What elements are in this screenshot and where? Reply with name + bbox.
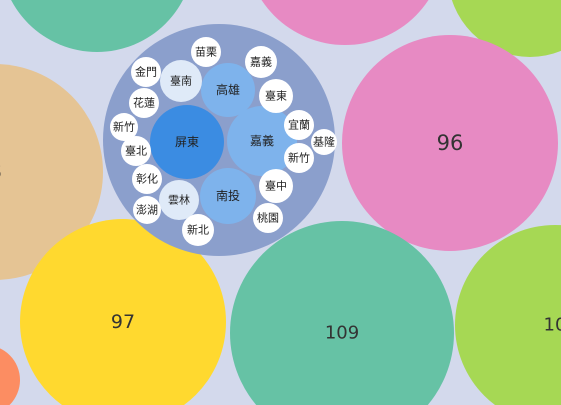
bubble-teal-bottom[interactable] xyxy=(230,221,454,405)
bubble-pink-top[interactable] xyxy=(245,0,445,45)
inner-bubble-label: 桃園 xyxy=(257,211,279,225)
inner-bubble[interactable] xyxy=(182,214,214,246)
inner-bubble-label: 新北 xyxy=(187,223,209,237)
bubble-label-pink-right: 96 xyxy=(437,131,464,155)
inner-bubble-label: 南投 xyxy=(216,188,240,203)
inner-bubble-label: 嘉義 xyxy=(250,133,274,148)
inner-bubble-label: 新竹 xyxy=(288,151,310,165)
inner-bubble-label: 臺東 xyxy=(265,89,287,103)
bubble-label-yellow-bottom: 97 xyxy=(111,311,135,333)
inner-bubble[interactable] xyxy=(132,164,162,194)
inner-bubble[interactable] xyxy=(259,169,293,203)
inner-bubble[interactable] xyxy=(131,57,161,87)
inner-bubble[interactable] xyxy=(259,79,293,113)
inner-bubble[interactable] xyxy=(284,110,314,140)
inner-bubble[interactable] xyxy=(227,106,297,176)
inner-bubble[interactable] xyxy=(110,113,138,141)
inner-bubble-label: 花蓮 xyxy=(133,96,155,110)
inner-bubble-label: 臺北 xyxy=(125,144,147,158)
inner-bubble[interactable] xyxy=(133,196,161,224)
inner-bubble[interactable] xyxy=(284,143,314,173)
bubble-lime-top[interactable] xyxy=(448,0,561,57)
inner-bubble[interactable] xyxy=(200,168,256,224)
bubble-yellow-bottom[interactable] xyxy=(20,219,226,405)
bubble-lime-right[interactable] xyxy=(455,225,561,405)
inner-bubble-label: 澎湖 xyxy=(136,204,158,217)
inner-bubble-label: 屏東 xyxy=(175,135,199,149)
inner-bubble-label: 金門 xyxy=(135,65,157,79)
inner-bubble[interactable] xyxy=(245,46,277,78)
bubble-label-teal-bottom: 109 xyxy=(325,323,359,344)
bubble-label-tan-left: 8 xyxy=(0,160,2,185)
inner-bubble[interactable] xyxy=(253,203,283,233)
inner-bubble-label: 苗栗 xyxy=(195,46,217,59)
inner-bubble-label: 新竹 xyxy=(113,120,135,134)
inner-bubble[interactable] xyxy=(201,63,255,117)
inner-bubble-label: 宜蘭 xyxy=(288,118,310,132)
inner-bubble-label: 臺中 xyxy=(265,179,287,193)
inner-bubble[interactable] xyxy=(311,129,337,155)
inner-bubble-label: 基隆 xyxy=(313,135,335,149)
inner-bubble-label: 臺南 xyxy=(170,74,192,88)
inner-bubble-label: 雲林 xyxy=(168,193,190,207)
inner-bubble[interactable] xyxy=(160,60,202,102)
inner-bubble-label: 嘉義 xyxy=(250,55,272,69)
inner-bubble[interactable] xyxy=(121,136,151,166)
inner-bubble-label: 高雄 xyxy=(216,82,240,97)
bubble-orange-corner[interactable] xyxy=(0,345,20,405)
inner-bubble[interactable] xyxy=(129,88,159,118)
inner-bubble-label: 彰化 xyxy=(136,172,158,186)
bubble-teal-top[interactable] xyxy=(0,0,194,52)
inner-bubble[interactable] xyxy=(159,180,199,220)
bubble-label-lime-right: 10 xyxy=(544,315,561,336)
bubble-pink-right[interactable] xyxy=(342,35,558,251)
bubble-tan-left[interactable] xyxy=(0,64,103,280)
inner-bubble[interactable] xyxy=(150,105,224,179)
inner-bubble[interactable] xyxy=(191,37,221,67)
